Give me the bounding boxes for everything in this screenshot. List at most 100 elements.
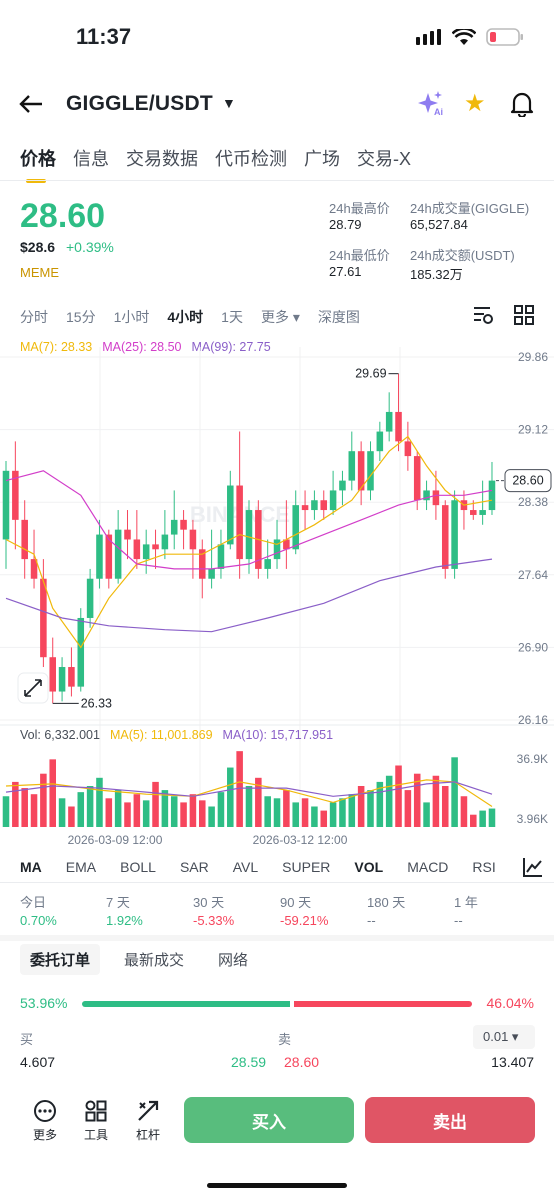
candle-body <box>385 411 393 432</box>
candle-body <box>479 510 486 515</box>
volume-bar <box>142 800 150 827</box>
ma99-value: MA(99): 27.75 <box>191 340 271 354</box>
price-chart[interactable]: BINANCE29.8629.1228.3827.6426.9026.1636.… <box>0 330 554 855</box>
tf-time[interactable]: 分时 <box>20 309 48 325</box>
buy-button[interactable]: 买入 <box>184 1097 354 1143</box>
candle-body <box>96 534 103 579</box>
tf-4h[interactable]: 4小时 <box>167 309 204 325</box>
tab-info[interactable]: 信息 <box>73 149 109 169</box>
more-button[interactable]: 更多 <box>25 1099 65 1143</box>
candle-body <box>292 505 299 550</box>
category-tag[interactable]: MEME <box>20 265 59 280</box>
main-tabs: 价格 信息 交易数据 代币检测 广场 交易-X <box>20 145 411 183</box>
volume-bar <box>2 796 10 827</box>
vol-ma10-value: MA(10): 15,717.951 <box>222 728 334 742</box>
volume-bar <box>376 781 384 827</box>
candle-body <box>320 500 328 511</box>
candle-body <box>161 534 169 550</box>
favorite-star-icon[interactable]: ★ <box>464 90 486 117</box>
tab-square[interactable]: 广场 <box>304 149 340 169</box>
tab-price[interactable]: 价格 <box>20 145 56 183</box>
candle-body <box>58 667 66 692</box>
tf-depth[interactable]: 深度图 <box>317 309 360 325</box>
volume-bar <box>114 790 122 827</box>
bid-qty: 4.607 <box>20 1054 56 1070</box>
candle-body <box>49 657 56 692</box>
y-axis-label: 27.64 <box>518 568 548 582</box>
volume-bar <box>479 810 486 827</box>
volume-bar <box>441 786 449 827</box>
ind-ma[interactable]: MA <box>20 859 42 875</box>
candle-body <box>236 485 243 560</box>
grid-layout-icon[interactable] <box>514 305 534 325</box>
volume-bar <box>161 790 169 827</box>
candle-body <box>357 451 365 491</box>
candle-body <box>404 441 412 457</box>
ind-sar[interactable]: SAR <box>179 859 209 875</box>
perf-value: 0.70% <box>20 913 57 928</box>
leverage-label: 杠杆 <box>135 1128 160 1142</box>
tools-button[interactable]: 工具 <box>76 1099 116 1143</box>
volume-bar <box>320 810 328 827</box>
tf-15m[interactable]: 15分 <box>66 309 96 325</box>
ind-super[interactable]: SUPER <box>282 859 331 875</box>
perf-value: -59.21% <box>280 913 329 928</box>
ai-sparkle-icon[interactable]: Ai <box>418 91 446 122</box>
candle-body <box>451 500 458 569</box>
tab-order-book[interactable]: 委托订单 <box>20 944 101 975</box>
perf-value: 1.92% <box>106 913 143 928</box>
ind-rsi[interactable]: RSI <box>472 859 496 875</box>
low-value: 27.61 <box>329 264 362 279</box>
battery-low-icon <box>486 28 523 46</box>
y-axis-label: 26.16 <box>518 713 548 727</box>
ind-ema[interactable]: EMA <box>65 859 97 875</box>
candle-body <box>217 544 225 569</box>
candle-body <box>124 529 131 540</box>
candle-body <box>170 519 178 535</box>
wifi-icon <box>452 28 476 45</box>
more-label: 更多 <box>32 1128 57 1142</box>
chart-tools <box>472 305 534 325</box>
volume-bar <box>367 790 374 827</box>
tf-1h[interactable]: 1小时 <box>113 309 150 325</box>
tab-token-check[interactable]: 代币检测 <box>215 149 287 169</box>
ind-macd[interactable]: MACD <box>407 859 449 875</box>
ind-avl[interactable]: AVL <box>232 859 259 875</box>
volume-bar <box>58 798 66 827</box>
volume-bar <box>77 792 85 827</box>
leverage-button[interactable]: 杠杆 <box>128 1099 168 1143</box>
ind-vol[interactable]: VOL <box>354 859 384 875</box>
volume-bar <box>348 794 356 827</box>
sell-button[interactable]: 卖出 <box>365 1097 535 1143</box>
volume-bar <box>395 765 402 827</box>
price-step-select[interactable]: 0.01 ▾ <box>473 1025 535 1049</box>
candle-body <box>488 480 496 511</box>
vol-base-value: 65,527.84 <box>410 217 468 232</box>
orderbook-tabs: 委托订单 最新成交 网络 <box>20 944 258 975</box>
tab-trade-x[interactable]: 交易-X <box>357 149 411 169</box>
tab-network[interactable]: 网络 <box>218 952 249 969</box>
candle-body <box>30 559 38 579</box>
bell-icon[interactable] <box>510 91 534 122</box>
perf-label: 30 天 <box>193 895 225 910</box>
chart-settings-icon[interactable] <box>472 305 494 325</box>
candle-body <box>423 490 430 501</box>
indicator-chart-icon[interactable] <box>522 856 544 883</box>
candle-body <box>413 456 421 501</box>
min-price-label: 26.33 <box>81 696 112 710</box>
candle-body <box>68 667 75 687</box>
back-arrow-icon[interactable] <box>18 93 44 122</box>
ma-line <box>5 435 493 649</box>
candle-body <box>105 534 113 579</box>
tab-trading-data[interactable]: 交易数据 <box>126 149 198 169</box>
pair-title[interactable]: GIGGLE/USDT <box>66 92 213 115</box>
volume-bar <box>470 814 477 827</box>
tab-latest-trades[interactable]: 最新成交 <box>124 952 185 969</box>
tf-more[interactable]: 更多 ▾ <box>260 309 300 325</box>
candle-body <box>208 568 215 579</box>
tf-1d[interactable]: 1天 <box>221 309 243 325</box>
caret-down-icon[interactable]: ▼ <box>222 95 236 111</box>
ind-boll[interactable]: BOLL <box>120 859 156 875</box>
volume-bar <box>198 800 206 827</box>
volume-bar <box>105 798 113 827</box>
